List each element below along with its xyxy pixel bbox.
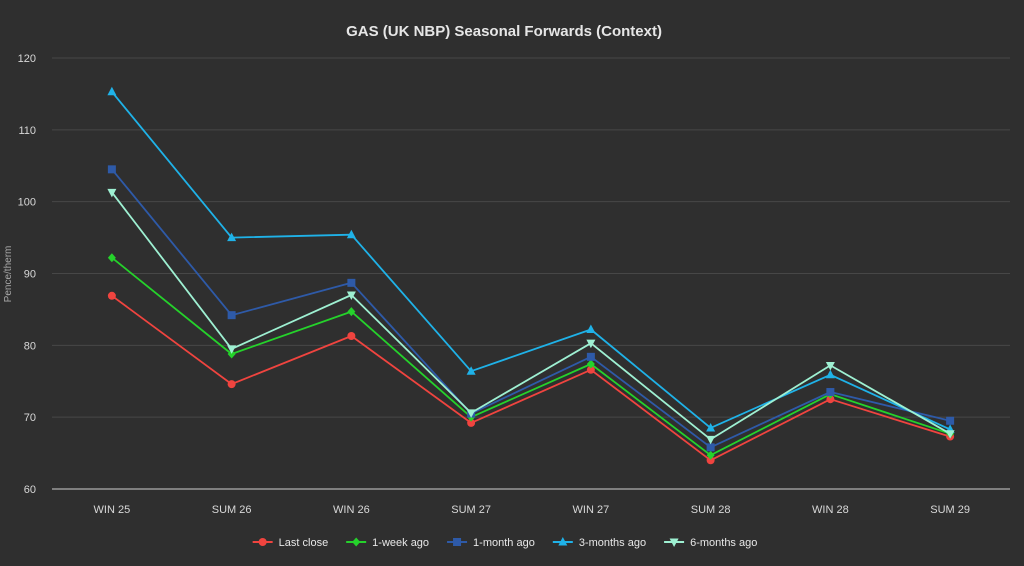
- x-tick-label: WIN 25: [94, 504, 131, 516]
- series-3-months-ago: [107, 86, 955, 433]
- y-tick-label: 80: [24, 340, 36, 352]
- legend-label: 1-week ago: [372, 537, 429, 549]
- series-line: [111, 295, 951, 462]
- x-tick-label: WIN 26: [333, 504, 370, 516]
- data-point: [107, 165, 116, 174]
- series-6-months-ago: [107, 188, 955, 445]
- x-tick-label: SUM 28: [691, 504, 731, 516]
- data-point: [466, 409, 476, 418]
- legend-marker: [258, 538, 267, 546]
- y-tick-label: 120: [18, 53, 36, 65]
- data-point: [706, 422, 716, 432]
- series: [107, 86, 955, 465]
- legend-item[interactable]: 3-months ago: [552, 537, 646, 549]
- data-point: [586, 365, 595, 374]
- data-point: [586, 359, 595, 369]
- data-point: [826, 388, 835, 397]
- data-point: [826, 395, 835, 404]
- data-point: [227, 349, 236, 359]
- legend-item[interactable]: Last close: [252, 537, 329, 549]
- legend-label: 3-months ago: [579, 537, 646, 549]
- series-last-close: [107, 291, 955, 465]
- grid: [52, 57, 1010, 418]
- data-point: [706, 450, 715, 460]
- data-point: [706, 456, 715, 465]
- data-point: [946, 416, 955, 425]
- data-point: [706, 435, 716, 445]
- data-point: [466, 366, 476, 375]
- data-point: [945, 430, 955, 439]
- data-point: [825, 369, 835, 379]
- series-1-week-ago: [107, 253, 955, 460]
- data-point: [467, 418, 476, 427]
- data-point: [346, 229, 356, 239]
- legend-item[interactable]: 1-week ago: [346, 537, 429, 549]
- data-point: [586, 352, 595, 361]
- legend-marker: [669, 538, 679, 547]
- axes: 60 70 80 90 100 110 120 WIN 25 SUM 26 WIN 26 SUM 2…: [18, 53, 1010, 516]
- data-point: [227, 311, 236, 320]
- chart-title: GAS (UK NBP) Seasonal Forwards (Context): [346, 23, 662, 40]
- series-line: [111, 91, 951, 431]
- data-point: [107, 188, 117, 198]
- x-tick-label: SUM 27: [451, 504, 491, 516]
- series-line: [111, 191, 951, 441]
- data-point: [107, 86, 117, 96]
- data-point: [706, 443, 715, 452]
- y-tick-label: 110: [18, 125, 36, 137]
- x-tick-label: SUM 29: [930, 504, 970, 516]
- data-point: [586, 339, 596, 349]
- series-line: [111, 256, 951, 457]
- y-axis-label: Pence/therm: [3, 246, 14, 303]
- legend-label: 6-months ago: [690, 537, 757, 549]
- data-point: [107, 253, 116, 263]
- x-tick-label: WIN 28: [812, 504, 849, 516]
- series-1-month-ago: [107, 165, 955, 452]
- data-point: [825, 361, 835, 371]
- data-point: [347, 307, 356, 317]
- y-tick-label: 100: [18, 197, 36, 209]
- legend-marker: [558, 537, 568, 546]
- legend-item[interactable]: 6-months ago: [664, 537, 757, 549]
- x-tick-label: SUM 26: [212, 504, 252, 516]
- data-point: [107, 291, 116, 300]
- legend[interactable]: Last close 1-week ago 1-month ago 3-months …: [252, 537, 758, 549]
- series-line: [111, 168, 951, 449]
- data-point: [586, 324, 596, 334]
- data-point: [347, 278, 356, 287]
- legend-item[interactable]: 1-month ago: [447, 537, 535, 549]
- x-tick-label: WIN 27: [573, 504, 610, 516]
- data-point: [346, 291, 356, 301]
- y-tick-label: 90: [24, 269, 36, 281]
- legend-marker: [453, 538, 462, 546]
- legend-marker: [352, 537, 361, 547]
- legend-label: Last close: [279, 537, 329, 549]
- data-point: [227, 380, 236, 389]
- y-tick-label: 60: [24, 484, 36, 496]
- y-tick-label: 70: [24, 412, 36, 424]
- data-point: [227, 345, 237, 354]
- data-point: [227, 232, 237, 242]
- legend-label: 1-month ago: [473, 537, 535, 549]
- data-point: [347, 331, 356, 340]
